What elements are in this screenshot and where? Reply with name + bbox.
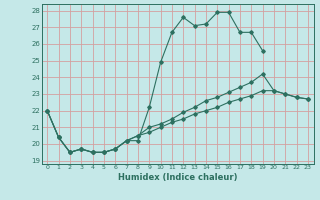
X-axis label: Humidex (Indice chaleur): Humidex (Indice chaleur) bbox=[118, 173, 237, 182]
